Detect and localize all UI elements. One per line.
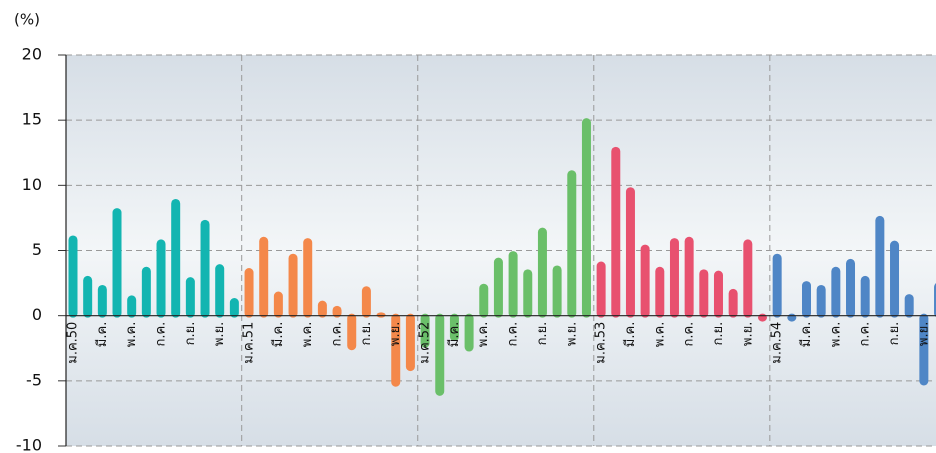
bar xyxy=(361,286,371,318)
bar xyxy=(303,238,313,318)
bar xyxy=(185,277,195,318)
bar xyxy=(347,313,357,351)
x-tick-label: พ.ค. xyxy=(124,322,139,348)
x-tick-label: ก.ค. xyxy=(682,322,697,347)
bar xyxy=(405,313,415,372)
bar xyxy=(596,261,606,318)
x-tick-label: มี.ค. xyxy=(446,322,462,348)
x-tick-label: พ.ย. xyxy=(388,322,403,346)
x-tick-label: ก.ค. xyxy=(506,322,521,347)
bar xyxy=(317,300,327,318)
x-tick-label: พ.ย. xyxy=(564,322,579,346)
bar xyxy=(83,275,93,318)
y-tick-label: -10 xyxy=(16,436,42,453)
bar xyxy=(68,235,78,318)
bar xyxy=(684,236,694,318)
bar xyxy=(97,284,107,318)
bar xyxy=(449,313,459,342)
x-tick-label: มี.ค. xyxy=(270,322,286,348)
x-tick-label: ม.ค.54 xyxy=(770,322,785,364)
bar xyxy=(229,298,239,318)
x-tick-label: ม.ค.50 xyxy=(66,322,81,364)
bar xyxy=(728,288,738,318)
bar xyxy=(890,240,900,318)
x-tick-label: ม.ค.52 xyxy=(418,322,433,364)
bar xyxy=(713,270,723,318)
x-tick-label: ก.ค. xyxy=(330,322,345,347)
bar xyxy=(376,312,386,318)
bar xyxy=(479,283,489,318)
bar xyxy=(112,208,122,318)
bar xyxy=(537,227,547,318)
x-tick-label: ก.ย. xyxy=(183,322,198,346)
bar xyxy=(508,251,518,318)
x-tick-label: ก.ค. xyxy=(154,322,169,347)
bar xyxy=(332,305,342,318)
bar xyxy=(435,313,445,396)
x-tick-label: ก.ย. xyxy=(359,322,374,346)
bar xyxy=(464,313,474,352)
bar xyxy=(640,244,650,318)
y-tick-label: 5 xyxy=(32,240,42,259)
bar xyxy=(200,219,210,318)
bar xyxy=(655,266,665,318)
bar xyxy=(625,187,635,318)
bar xyxy=(860,275,870,318)
x-tick-label: พ.ค. xyxy=(828,322,843,348)
bar xyxy=(757,313,767,322)
bar xyxy=(273,291,283,318)
bar xyxy=(215,264,225,318)
bar xyxy=(523,269,533,318)
x-tick-label: ก.ย. xyxy=(887,322,902,346)
bar xyxy=(141,266,151,318)
bar xyxy=(816,284,826,318)
bar xyxy=(391,313,401,387)
y-tick-label: 10 xyxy=(22,175,42,194)
x-tick-label: มี.ค. xyxy=(94,322,110,348)
x-tick-label: พ.ย. xyxy=(212,322,227,346)
bar xyxy=(831,266,841,318)
x-tick-label: ก.ย. xyxy=(535,322,550,346)
y-axis-label: (%) xyxy=(14,11,40,29)
bar xyxy=(156,239,166,318)
bar xyxy=(743,239,753,318)
x-tick-label: ม.ค.53 xyxy=(594,322,609,364)
x-tick-label: ก.ย. xyxy=(711,322,726,346)
bar xyxy=(611,146,621,318)
bar xyxy=(904,294,914,318)
bar xyxy=(127,295,137,318)
y-tick-label: 20 xyxy=(22,45,42,64)
bar xyxy=(259,236,269,318)
bar xyxy=(699,269,709,318)
bar xyxy=(493,257,503,318)
bar xyxy=(787,313,797,322)
x-tick-label: มี.ค. xyxy=(622,322,638,348)
bar xyxy=(669,238,679,318)
x-tick-label: พ.ค. xyxy=(476,322,491,348)
x-tick-label: พ.ค. xyxy=(300,322,315,348)
bar xyxy=(581,118,591,318)
bar xyxy=(567,170,577,318)
bar xyxy=(244,268,254,318)
bar xyxy=(288,253,298,318)
bar xyxy=(919,313,929,386)
x-tick-label: พ.ย. xyxy=(916,322,931,346)
bar xyxy=(802,281,811,318)
y-tick-label: 15 xyxy=(22,110,42,129)
bar xyxy=(772,253,782,318)
x-tick-label: มี.ค. xyxy=(798,322,814,348)
bar xyxy=(846,258,856,318)
bar xyxy=(420,313,430,348)
bar xyxy=(875,215,885,318)
y-tick-label: -5 xyxy=(26,370,42,389)
x-tick-label: ก.ค. xyxy=(858,322,873,347)
x-tick-label: พ.ย. xyxy=(740,322,755,346)
bar xyxy=(171,198,181,318)
x-tick-label: ม.ค.51 xyxy=(242,322,257,364)
y-tick-label: 0 xyxy=(32,305,42,324)
x-tick-label: พ.ค. xyxy=(652,322,667,348)
bar xyxy=(552,265,562,318)
